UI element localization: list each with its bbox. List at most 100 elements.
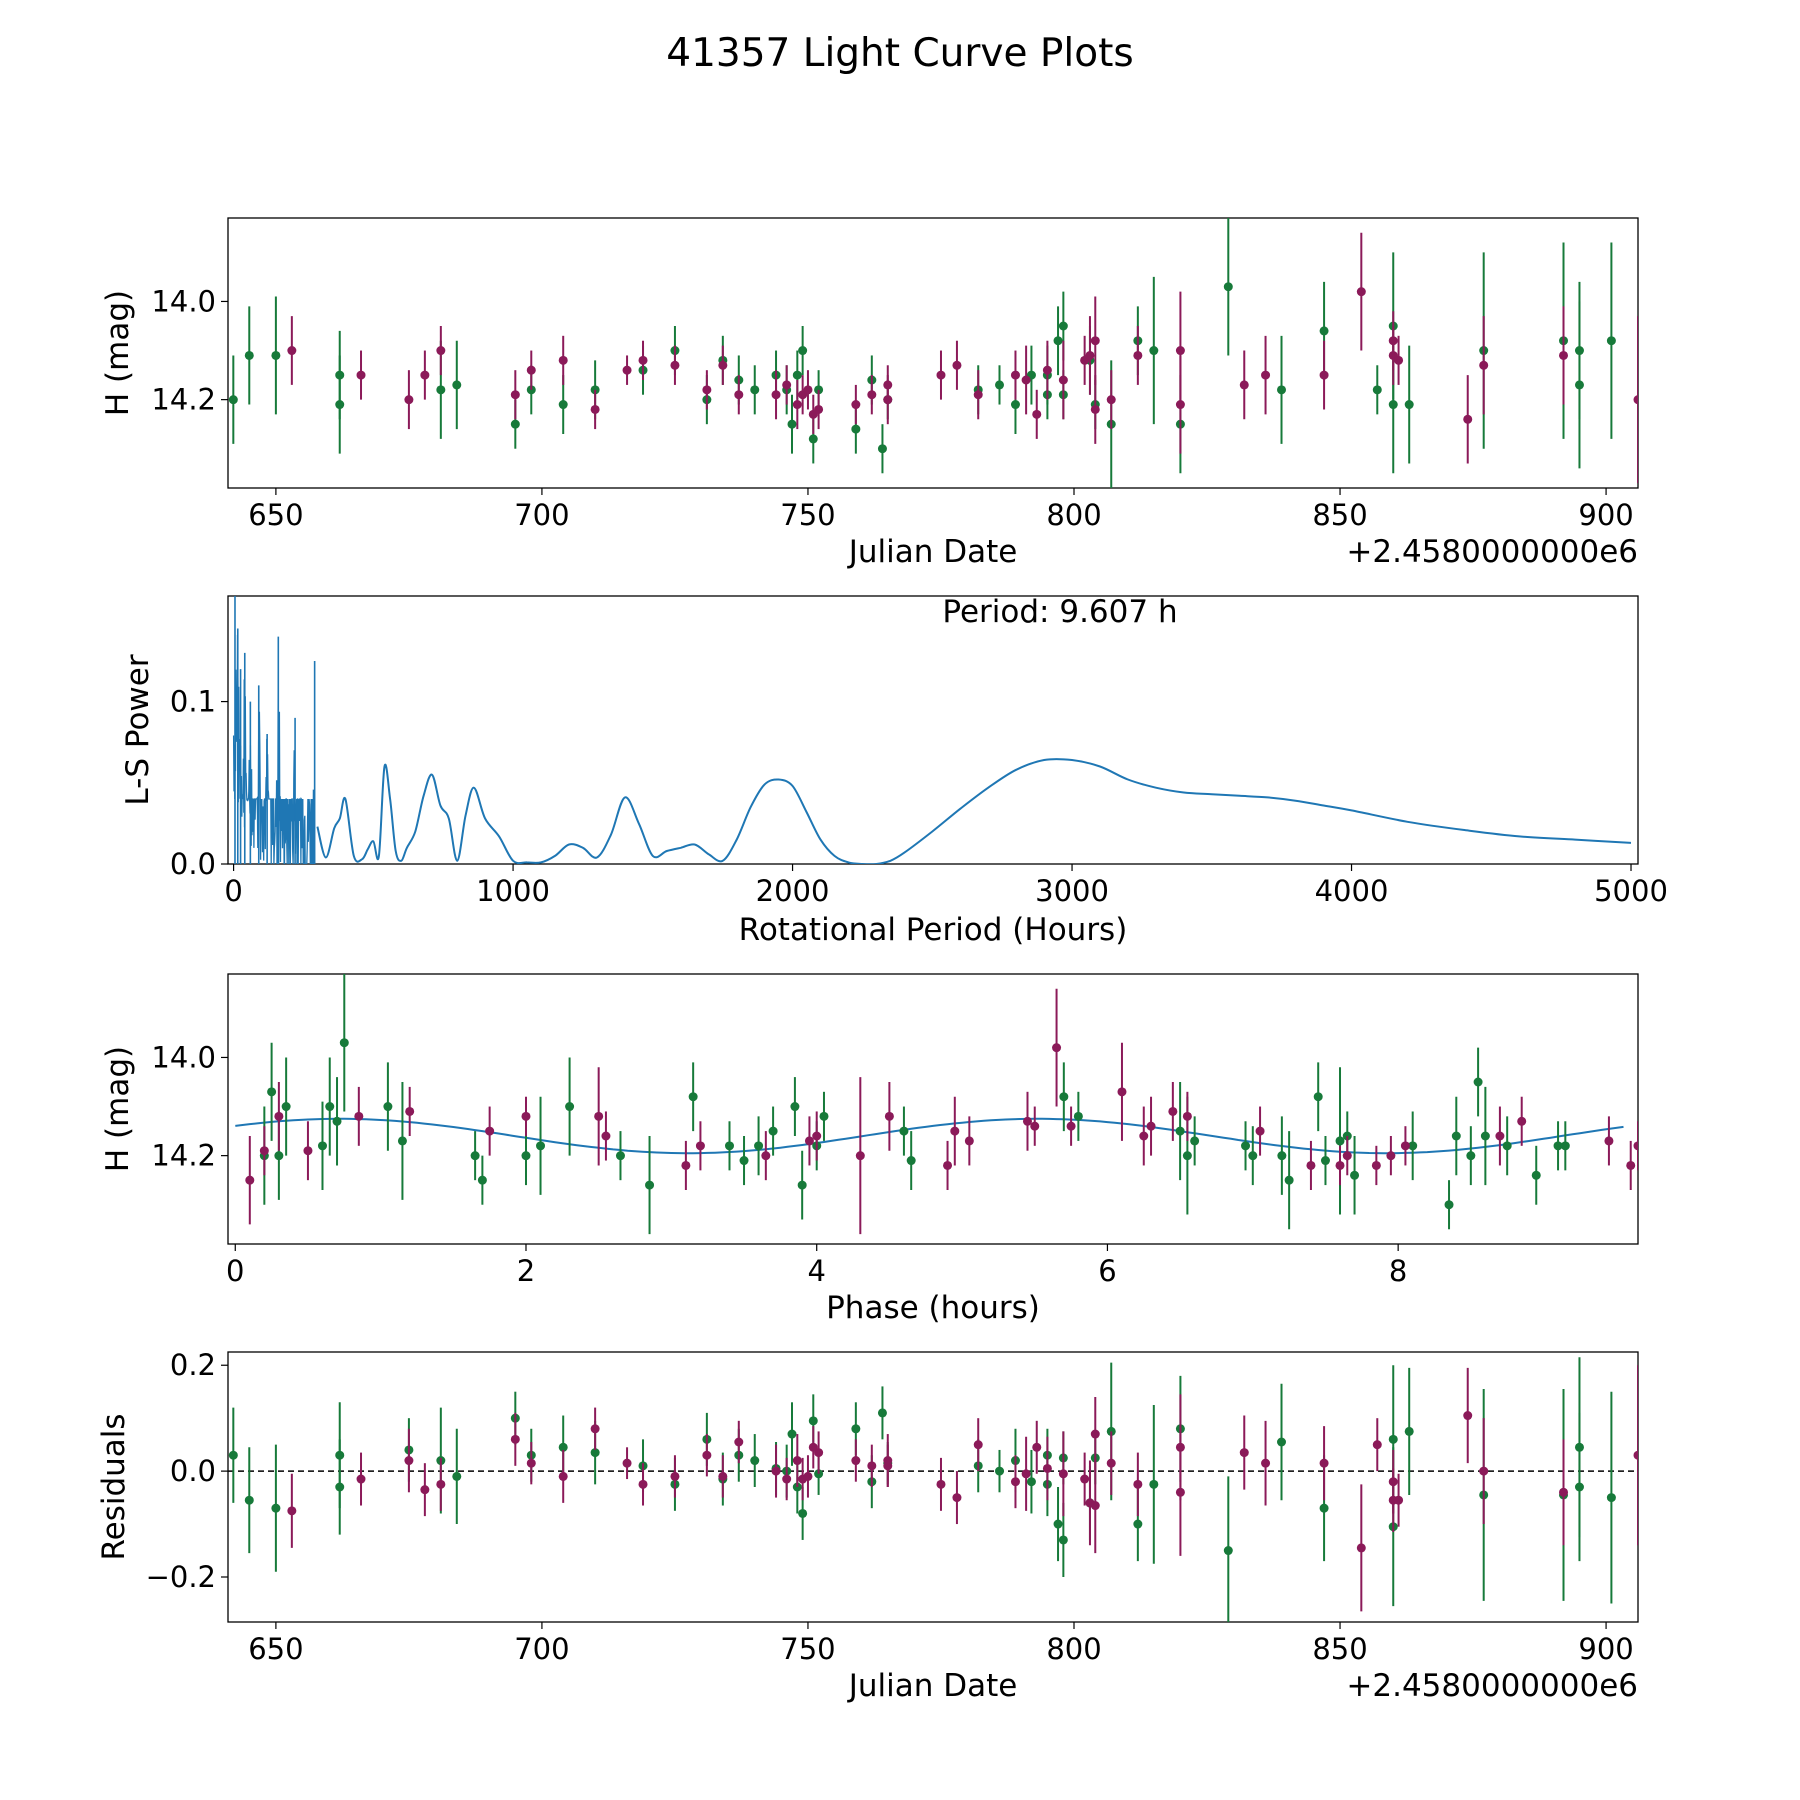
x-axis-label: Julian Date	[847, 534, 1018, 570]
data-point	[782, 380, 792, 390]
data-point	[750, 1456, 760, 1466]
y-tick-label: −0.2	[146, 1560, 216, 1594]
data-point	[761, 1151, 771, 1161]
data-point	[594, 1111, 604, 1121]
y-tick-labels: 0.2 0.0 −0.2	[146, 1348, 216, 1594]
data-point	[1133, 1479, 1143, 1489]
data-point	[1052, 1043, 1062, 1053]
data-point	[1388, 336, 1398, 346]
data-point	[1080, 1474, 1090, 1484]
x-tick-label: 800	[1046, 1632, 1101, 1666]
data-point	[1371, 1160, 1381, 1170]
x-tick-label: 6	[1098, 1254, 1116, 1288]
data-point	[1626, 1160, 1636, 1170]
data-point	[274, 1111, 284, 1121]
data-point	[750, 385, 760, 395]
data-point	[477, 1175, 487, 1185]
x-tick-label: 8	[1389, 1254, 1407, 1288]
data-point	[271, 350, 281, 360]
data-point	[1149, 346, 1159, 356]
x-tick-label: 850	[1312, 498, 1367, 532]
data-point	[526, 1458, 536, 1468]
x-tick-label: 0	[224, 874, 242, 908]
y-axis-label: L-S Power	[120, 654, 156, 805]
x-axis-label: Phase (hours)	[826, 1290, 1040, 1326]
data-point	[808, 434, 818, 444]
data-point	[245, 1175, 255, 1185]
y-tick-label: 14.2	[151, 383, 216, 417]
data-point	[952, 360, 962, 370]
x-tick-label: 4	[807, 1254, 825, 1288]
data-point	[803, 1471, 813, 1481]
data-point	[1277, 385, 1287, 395]
panel-phased: H (mag) Phase (hours) 0 2 4 6 8 14.2 14.…	[100, 973, 1639, 1326]
data-point	[1350, 1170, 1360, 1180]
data-point	[1466, 1151, 1476, 1161]
data-point	[819, 1111, 829, 1121]
data-point	[1106, 395, 1116, 405]
data-point	[851, 424, 861, 434]
data-point	[718, 360, 728, 370]
data-point	[1241, 1141, 1251, 1151]
data-point	[1053, 1519, 1063, 1529]
data-point	[1149, 1479, 1159, 1489]
data-point	[332, 1116, 342, 1126]
data-point	[1306, 1160, 1316, 1170]
data-point	[1633, 1141, 1638, 1151]
data-point	[521, 1151, 531, 1161]
data-point	[867, 1461, 877, 1471]
data-point	[383, 1102, 393, 1112]
data-point	[565, 1102, 575, 1112]
data-point	[622, 365, 632, 375]
data-point	[356, 1474, 366, 1484]
data-point	[1090, 404, 1100, 414]
data-point	[1182, 1151, 1192, 1161]
data-point	[1026, 1477, 1036, 1487]
data-point	[1117, 1087, 1127, 1097]
data-point	[851, 1456, 861, 1466]
data-point	[267, 1087, 277, 1097]
data-point	[1090, 336, 1100, 346]
data-point	[1356, 287, 1366, 297]
data-point	[718, 1471, 728, 1481]
data-point	[973, 1440, 983, 1450]
data-point	[1444, 1200, 1454, 1210]
data-point	[1021, 375, 1031, 385]
data-point	[405, 1106, 415, 1116]
y-tick-labels: 0.0 0.1	[170, 685, 216, 881]
data-point	[558, 1442, 568, 1452]
data-point	[1058, 1469, 1068, 1479]
data-point	[325, 1102, 335, 1112]
period-annotation: Period: 9.607 h	[942, 594, 1177, 630]
data-point	[1223, 282, 1233, 292]
data-point	[404, 395, 414, 405]
data-point	[1010, 1477, 1020, 1487]
data-point	[1058, 321, 1068, 331]
data-point	[792, 370, 802, 380]
data-point	[521, 1111, 531, 1121]
plot-area	[235, 974, 1638, 1235]
data-point	[335, 370, 345, 380]
data-point	[1058, 375, 1068, 385]
data-point	[1042, 1463, 1052, 1473]
data-point	[1502, 1141, 1512, 1151]
data-point	[1319, 370, 1329, 380]
data-point	[1319, 1503, 1329, 1513]
data-point	[702, 1450, 712, 1460]
data-point	[303, 1146, 313, 1156]
data-point	[1239, 1448, 1249, 1458]
data-point	[558, 355, 568, 365]
data-point	[1633, 395, 1638, 405]
data-point	[1022, 1116, 1032, 1126]
data-point	[768, 1126, 778, 1136]
periodogram-noise-series	[232, 634, 316, 864]
data-point	[1255, 1126, 1265, 1136]
data-point	[877, 1408, 887, 1418]
data-point	[1400, 1141, 1410, 1151]
data-point	[638, 1479, 648, 1489]
data-point	[702, 385, 712, 395]
data-point	[645, 1180, 655, 1190]
data-point	[1388, 1434, 1398, 1444]
data-point	[797, 1180, 807, 1190]
